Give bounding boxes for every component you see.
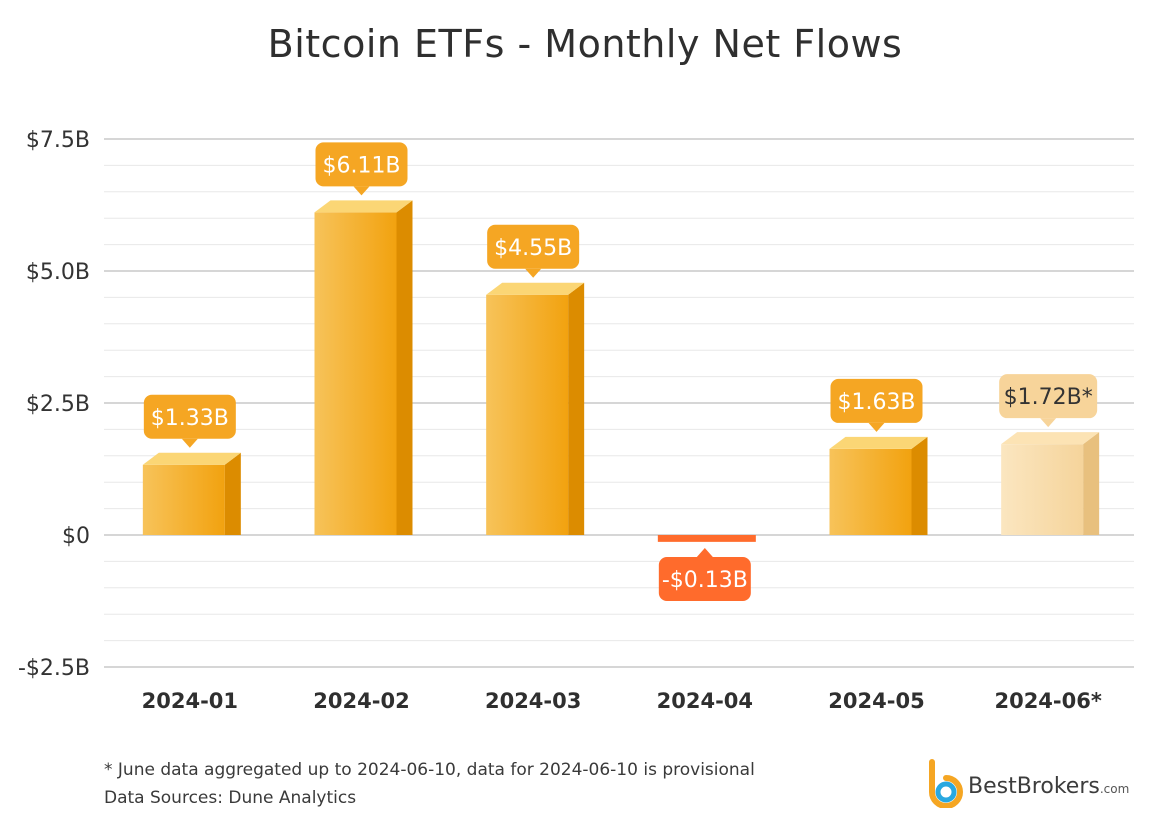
bar-front	[1001, 444, 1084, 535]
bar-side	[568, 282, 585, 535]
data-label-2024-06*: $1.72B*	[999, 374, 1098, 428]
bar-top	[314, 200, 413, 213]
data-label-pointer	[525, 268, 542, 278]
data-label-text: $4.55B	[494, 236, 572, 261]
y-tick-label: $2.5B	[26, 392, 90, 417]
bar-2024-01	[142, 452, 241, 535]
data-label-bubble	[487, 224, 580, 269]
bar-2024-04	[657, 535, 756, 542]
bar-side	[911, 436, 928, 535]
x-tick-label: 2024-06*	[994, 689, 1101, 713]
data-label-pointer	[353, 186, 370, 196]
data-label-text: $1.33B	[151, 406, 229, 431]
footnote: * June data aggregated up to 2024-06-10,…	[104, 760, 755, 780]
brand-logo[interactable]: BestBrokers.com	[926, 758, 1146, 808]
data-label-text: $1.63B	[837, 390, 915, 415]
bar-front	[314, 212, 397, 535]
bar-2024-03	[486, 282, 585, 535]
bar-side	[396, 200, 413, 535]
bar-front	[657, 535, 756, 542]
y-tick-label: $7.5B	[26, 128, 90, 153]
bar-top	[142, 452, 241, 465]
bar-2024-02	[314, 200, 413, 535]
bar-2024-06*	[1001, 432, 1100, 535]
bar-front	[142, 464, 225, 535]
data-label-pointer	[868, 422, 885, 432]
data-label-pointer	[181, 438, 198, 448]
bar-top	[1001, 432, 1100, 445]
data-labels: $1.33B $6.11B $4.55B -$0.13B $1.63B $1.72B*	[143, 142, 1098, 601]
bar-2024-05	[829, 436, 928, 535]
bar-front	[829, 448, 912, 535]
bars	[142, 200, 1100, 542]
data-label-text: -$0.13B	[662, 568, 748, 593]
data-label-2024-04: -$0.13B	[658, 548, 751, 601]
bar-top	[486, 282, 585, 295]
data-label-bubble	[658, 557, 751, 601]
data-label-2024-01: $1.33B	[143, 394, 236, 448]
data-label-text: $6.11B	[322, 153, 400, 178]
y-tick-label: $5.0B	[26, 260, 90, 285]
chart-title: Bitcoin ETFs - Monthly Net Flows	[267, 22, 903, 66]
x-tick-label: 2024-04	[657, 689, 753, 713]
data-label-2024-02: $6.11B	[315, 142, 408, 196]
x-tick-label: 2024-02	[313, 689, 409, 713]
x-tick-label: 2024-01	[142, 689, 238, 713]
data-label-pointer	[696, 548, 713, 557]
bar-front	[486, 294, 569, 535]
y-tick-label: $0	[62, 524, 90, 549]
data-label-bubble	[143, 394, 236, 439]
data-label-pointer	[1040, 418, 1057, 428]
x-axis: 2024-01 2024-02 2024-03 2024-04 2024-05 2024-…	[142, 689, 1102, 713]
brand-suffix: .com	[1099, 782, 1130, 796]
x-tick-label: 2024-03	[485, 689, 581, 713]
bar-top	[829, 436, 928, 449]
data-label-bubble	[830, 378, 923, 423]
bar-side	[224, 452, 241, 535]
grid-lines	[104, 138, 1134, 668]
bestbrokers-logo-icon	[929, 759, 963, 808]
brand-name: BestBrokers.com	[968, 774, 1130, 799]
bar-side	[1083, 432, 1100, 535]
y-tick-label: -$2.5B	[18, 656, 90, 681]
y-axis: -$2.5B $0 $2.5B $5.0B $7.5B	[18, 128, 90, 681]
data-label-bubble	[315, 142, 408, 187]
data-label-bubble	[999, 374, 1098, 419]
data-label-2024-05: $1.63B	[830, 378, 923, 432]
data-source: Data Sources: Dune Analytics	[104, 788, 357, 808]
data-label-2024-03: $4.55B	[487, 224, 580, 278]
x-tick-label: 2024-05	[828, 689, 924, 713]
data-label-text: $1.72B*	[1004, 385, 1093, 410]
